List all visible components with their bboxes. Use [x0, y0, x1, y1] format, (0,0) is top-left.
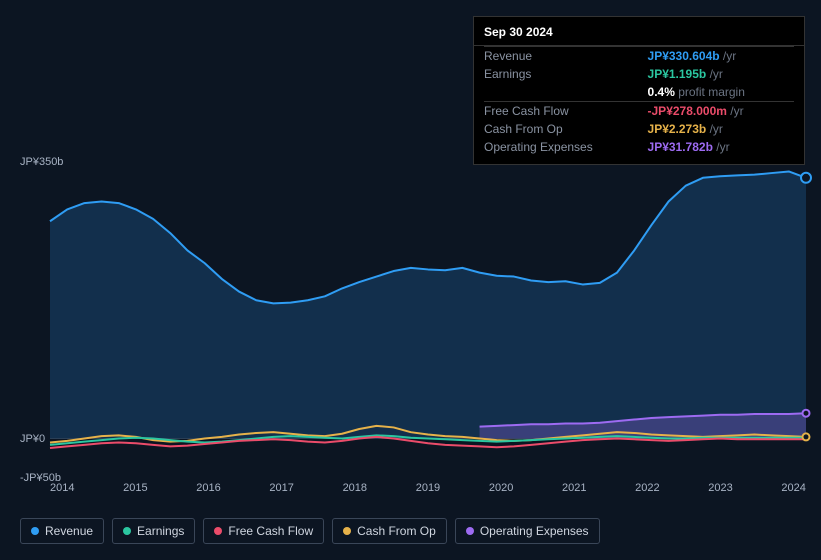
legend-item[interactable]: Cash From Op [332, 518, 447, 544]
x-tick-label: 2015 [123, 482, 147, 500]
x-tick-label: 2024 [781, 482, 805, 500]
x-tick-label: 2017 [269, 482, 293, 500]
x-tick-label: 2023 [708, 482, 732, 500]
legend-label: Free Cash Flow [228, 524, 313, 538]
legend-item[interactable]: Free Cash Flow [203, 518, 324, 544]
x-tick-label: 2022 [635, 482, 659, 500]
legend-swatch [343, 527, 351, 535]
legend-label: Operating Expenses [480, 524, 589, 538]
legend-label: Earnings [137, 524, 184, 538]
x-tick-label: 2020 [489, 482, 513, 500]
x-tick-label: 2018 [343, 482, 367, 500]
x-tick-label: 2014 [50, 482, 74, 500]
legend-item[interactable]: Earnings [112, 518, 195, 544]
legend-swatch [123, 527, 131, 535]
x-tick-label: 2021 [562, 482, 586, 500]
finance-area-chart: { "layout": { "width": 821, "height": 56… [0, 0, 821, 560]
legend-label: Cash From Op [357, 524, 436, 538]
legend-swatch [214, 527, 222, 535]
legend-item[interactable]: Revenue [20, 518, 104, 544]
chart-plot [0, 0, 821, 560]
x-axis-labels: 2014 2015 2016 2017 2018 2019 2020 2021 2022 2023… [50, 482, 806, 500]
legend-label: Revenue [45, 524, 93, 538]
x-tick-label: 2019 [416, 482, 440, 500]
x-tick-label: 2016 [196, 482, 220, 500]
legend: Revenue Earnings Free Cash Flow Cash From O… [20, 518, 600, 544]
legend-swatch [31, 527, 39, 535]
legend-item[interactable]: Operating Expenses [455, 518, 600, 544]
legend-swatch [466, 527, 474, 535]
